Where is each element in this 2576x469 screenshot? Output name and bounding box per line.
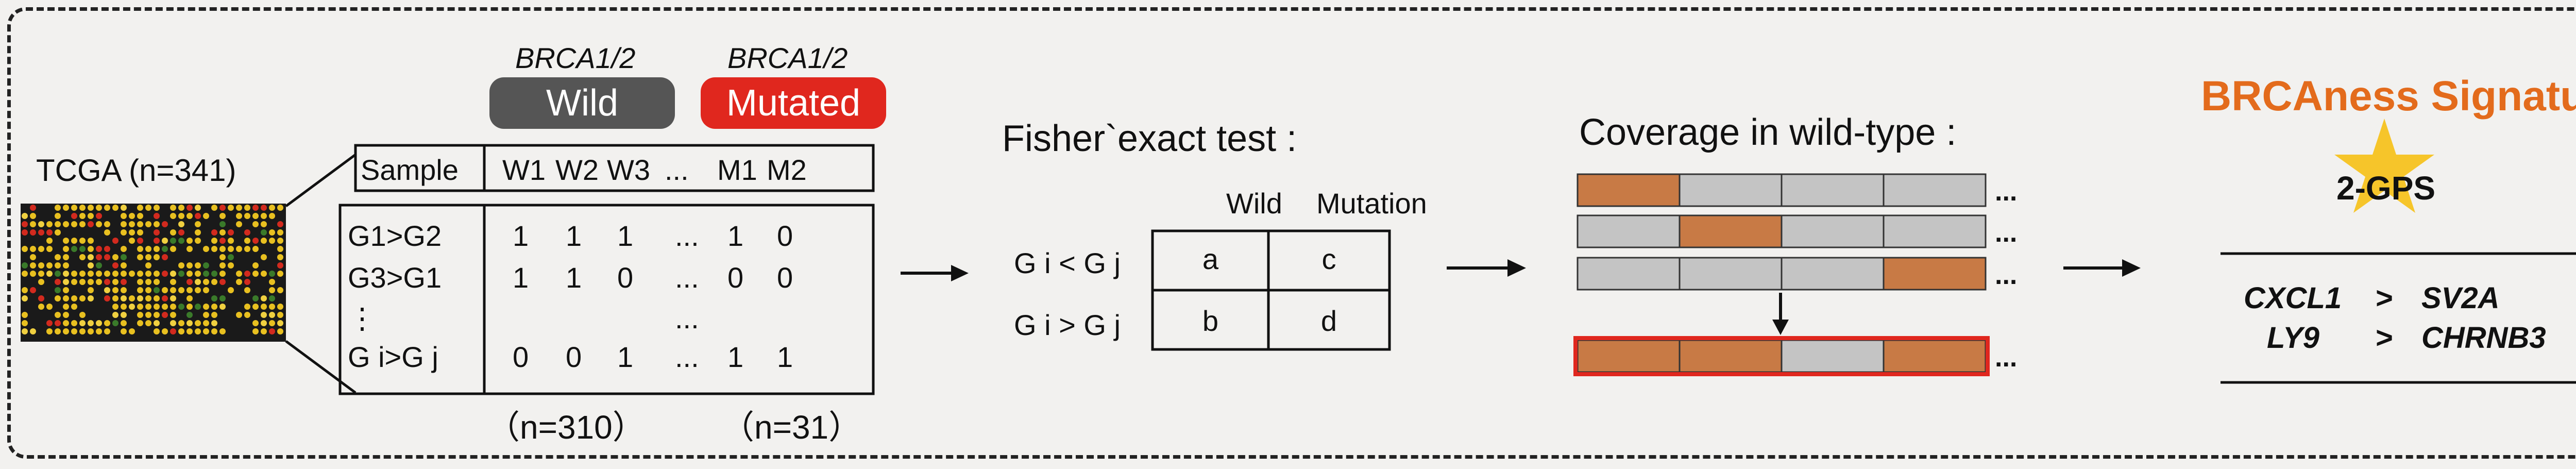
matrix-cell: 0 (566, 341, 582, 373)
coverage-cell (1883, 339, 1987, 373)
matrix-header-6: M2 (767, 154, 807, 186)
coverage-ellipsis: ... (1995, 177, 2018, 207)
matrix-header-1: W1 (502, 154, 546, 186)
coverage-ellipsis: ... (1995, 218, 2018, 248)
matrix-header-5: M1 (717, 154, 757, 186)
matrix-row-label: G3>G1 (348, 261, 442, 294)
coverage-ellipsis: ... (1995, 260, 2018, 290)
fisher-cell-b: b (1202, 305, 1219, 337)
down-arrow-head (1772, 320, 1789, 335)
matrix-row-label: G i>G j (348, 341, 438, 373)
matrix-header-4: ... (665, 154, 689, 186)
matrix-cell: 1 (727, 220, 744, 252)
matrix-cell: ... (675, 261, 699, 294)
coverage-cell (1781, 173, 1885, 207)
matrix-cell: 0 (617, 261, 634, 294)
matrix-cell: 0 (727, 261, 744, 294)
pair-1-op: > (2375, 281, 2393, 315)
matrix-cell: 1 (727, 341, 744, 373)
wild-gene-label: BRCA1/2 (515, 42, 636, 74)
pair-1-left: CXCL1 (2244, 281, 2342, 315)
matrix-row-label: ⋮ (348, 302, 377, 334)
mutated-pill: Mutated (701, 77, 886, 129)
n-wild-label: （n=310） (487, 409, 646, 446)
n-mut-label: （n=31） (721, 409, 862, 446)
matrix-header-2: W2 (555, 154, 599, 186)
pair-2-right: CHRNB3 (2421, 321, 2546, 355)
coverage-ellipsis: ... (1995, 343, 2018, 373)
matrix-header-0: Sample (361, 154, 459, 186)
fisher-cell-c: c (1321, 243, 1336, 275)
gps-label: 2-GPS (2336, 170, 2436, 207)
pair-1-right: SV2A (2421, 281, 2500, 315)
coverage-title: Coverage in wild-type : (1579, 112, 1957, 153)
matrix-cell: 1 (566, 220, 582, 252)
wild-pill: Wild (489, 77, 675, 129)
matrix-cell: 0 (777, 261, 793, 294)
matrix-cell: 1 (566, 261, 582, 294)
coverage-cell (1883, 173, 1987, 207)
fisher-row-lt: G i < G j (1014, 247, 1121, 279)
matrix-header-3: W3 (607, 154, 650, 186)
signature-title: BRCAness Signature (2201, 73, 2576, 120)
matrix-cell: 0 (777, 220, 793, 252)
coverage-cell (1883, 257, 1987, 291)
coverage-cell (1883, 214, 1987, 248)
coverage-cell (1781, 339, 1885, 373)
matrix-cell: ... (675, 341, 699, 373)
fisher-cell-a: a (1202, 243, 1219, 275)
matrix-cell: 0 (513, 341, 529, 373)
fisher-row-gt: G i > G j (1014, 309, 1121, 341)
matrix-cell: 1 (513, 261, 529, 294)
fisher-col-mutation: Mutation (1316, 187, 1427, 220)
matrix-cell: 1 (617, 341, 634, 373)
matrix-cell: 1 (513, 220, 529, 252)
coverage-cell (1679, 257, 1783, 291)
coverage-cell (1577, 214, 1681, 248)
matrix-cell: 1 (777, 341, 793, 373)
matrix-cell: ... (675, 302, 699, 334)
fisher-title: Fisher`exact test : (1002, 118, 1297, 159)
fisher-cell-d: d (1320, 305, 1337, 337)
mutated-gene-label: BRCA1/2 (727, 42, 848, 74)
matrix-row-label: G1>G2 (348, 220, 442, 252)
pair-2-op: > (2375, 321, 2393, 355)
cohort-label: TCGA (n=341) (36, 153, 236, 188)
coverage-result-highlight (1573, 336, 1990, 376)
matrix-cell: ... (675, 220, 699, 252)
fisher-col-wild: Wild (1226, 187, 1282, 220)
pair-2-left: LY9 (2267, 321, 2320, 355)
matrix-cell: 1 (617, 220, 634, 252)
dashed-frame (7, 7, 2576, 459)
coverage-cell (1679, 173, 1783, 207)
